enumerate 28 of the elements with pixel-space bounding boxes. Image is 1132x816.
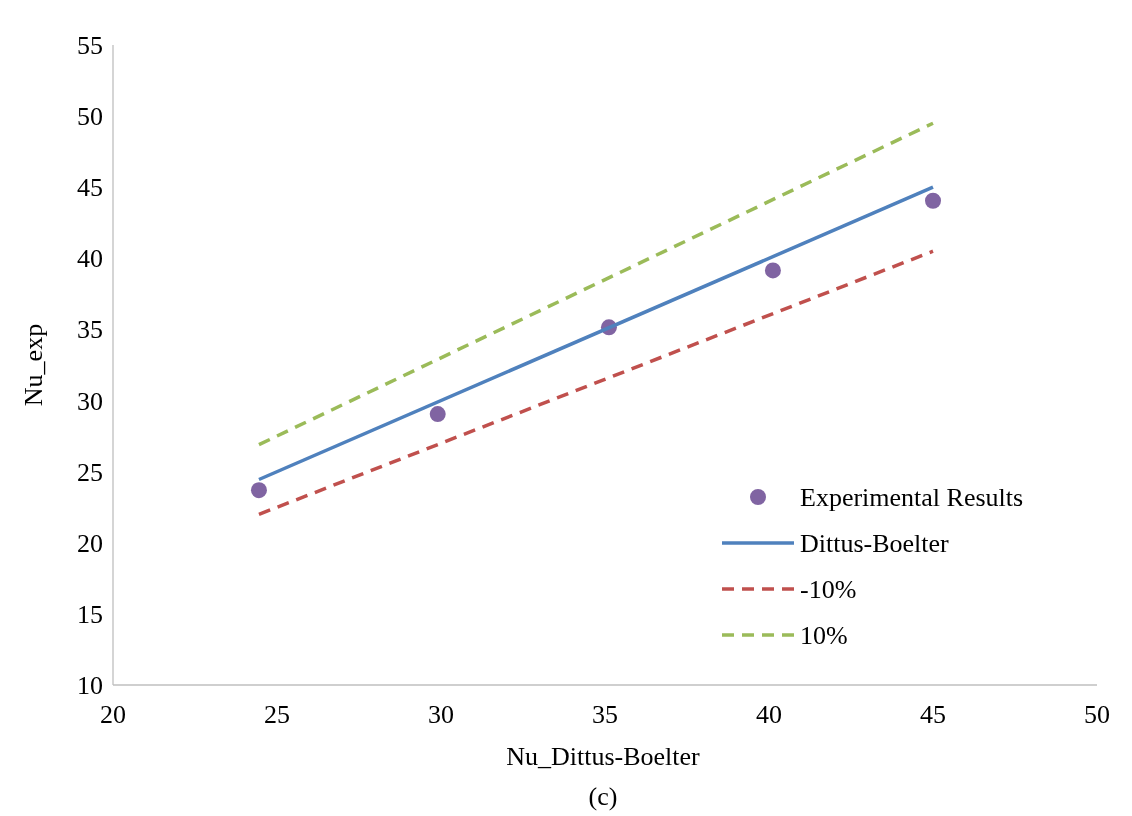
point: [429, 406, 446, 423]
y-axis-title: Nu_exp: [19, 323, 48, 407]
point: [925, 192, 941, 209]
y-tick-label: 35: [77, 315, 103, 345]
legend-label: Experimental Results: [800, 483, 1024, 512]
x-tick-label: 50: [1084, 700, 1110, 729]
y-tick-label: 40: [77, 244, 103, 274]
y-tick-label: 50: [77, 102, 103, 132]
point: [764, 262, 781, 279]
text: (c): [588, 782, 618, 811]
point: [250, 482, 267, 499]
x-tick-label: 45: [920, 700, 946, 729]
y-tick-label: 10: [77, 671, 103, 700]
legend-label: -10%: [800, 575, 857, 604]
x-axis-title: Nu_Dittus-Boelter: [506, 742, 701, 771]
y-tick-label: 20: [77, 528, 103, 558]
legend-label: 10%: [800, 621, 848, 650]
y-tick-label: 55: [77, 31, 103, 60]
x-tick-label: 40: [756, 700, 782, 729]
y-tick-label: 45: [77, 173, 103, 203]
x-tick-label: 25: [264, 700, 290, 729]
x-tick-label: 20: [100, 700, 126, 729]
y-tick-label: 15: [77, 599, 103, 629]
x-tick-label: 30: [428, 700, 454, 729]
y-tick-label: 25: [77, 457, 103, 487]
x-tick-label: 35: [592, 700, 618, 729]
y-tick-label: 30: [77, 386, 103, 416]
legend-label: Dittus-Boelter: [800, 529, 950, 558]
